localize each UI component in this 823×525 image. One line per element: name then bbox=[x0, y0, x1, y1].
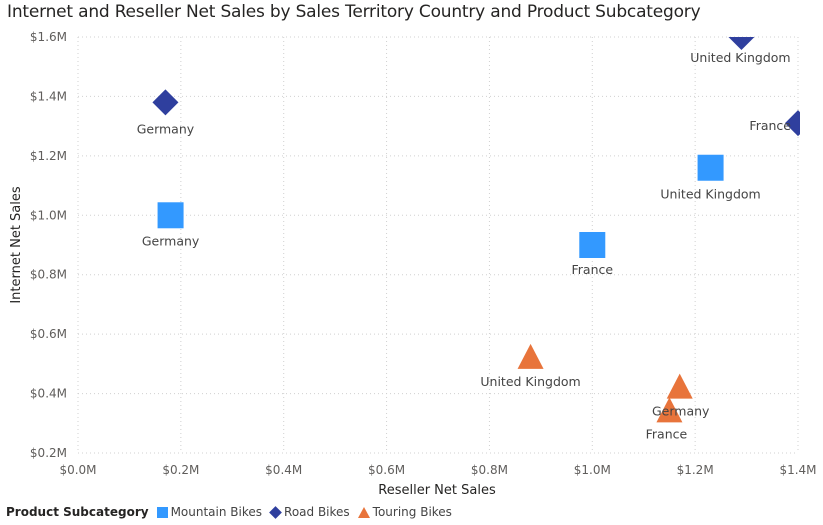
x-tick-label: $0.6M bbox=[368, 463, 405, 477]
mountain-bikes-point[interactable] bbox=[697, 154, 724, 181]
x-tick-label: $0.2M bbox=[162, 463, 199, 477]
point-label: France bbox=[749, 118, 791, 133]
y-tick-label: $0.6M bbox=[30, 327, 67, 341]
y-tick-label: $0.4M bbox=[30, 387, 67, 401]
legend-item-mountain-bikes[interactable]: Mountain Bikes bbox=[156, 505, 263, 519]
road-bikes-point[interactable] bbox=[728, 24, 755, 50]
road-bikes-point[interactable] bbox=[785, 110, 811, 137]
touring-bikes-point[interactable] bbox=[517, 343, 544, 369]
legend-label: Road Bikes bbox=[284, 505, 350, 519]
legend-item-road-bikes[interactable]: Road Bikes bbox=[269, 505, 350, 519]
square-marker-icon bbox=[156, 506, 168, 518]
x-axis-title: Reseller Net Sales bbox=[378, 483, 496, 498]
x-tick-label: $1.4M bbox=[779, 463, 816, 477]
road-bikes-point[interactable] bbox=[152, 89, 179, 116]
point-label: France bbox=[646, 426, 688, 441]
touring-bikes-point[interactable] bbox=[656, 397, 683, 423]
point-label: United Kingdom bbox=[690, 50, 790, 65]
x-tick-label: $0.0M bbox=[59, 463, 96, 477]
point-label: United Kingdom bbox=[480, 374, 580, 389]
y-tick-label: $1.4M bbox=[30, 89, 67, 103]
point-label: Germany bbox=[142, 233, 200, 248]
x-tick-label: $0.8M bbox=[471, 463, 508, 477]
chart-title: Internet and Reseller Net Sales by Sales… bbox=[7, 2, 701, 22]
y-tick-label: $1.0M bbox=[30, 208, 67, 222]
y-tick-label: $1.2M bbox=[30, 149, 67, 163]
point-label: United Kingdom bbox=[660, 187, 760, 202]
point-label: Germany bbox=[137, 121, 195, 136]
mountain-bikes-point[interactable] bbox=[579, 232, 606, 258]
triangle-marker-icon bbox=[357, 506, 370, 518]
y-tick-label: $0.2M bbox=[30, 446, 67, 460]
point-label: France bbox=[571, 262, 613, 277]
touring-bikes-point[interactable] bbox=[666, 373, 693, 399]
diamond-marker-icon bbox=[269, 505, 282, 519]
x-tick-label: $0.4M bbox=[265, 463, 302, 477]
x-tick-label: $1.2M bbox=[677, 463, 714, 477]
legend-title: Product Subcategory bbox=[6, 505, 149, 519]
legend-label: Touring Bikes bbox=[372, 505, 452, 519]
legend-item-touring-bikes[interactable]: Touring Bikes bbox=[357, 505, 452, 519]
y-axis-title: Internet Net Sales bbox=[9, 186, 24, 304]
mountain-bikes-point[interactable] bbox=[157, 202, 184, 229]
legend-label: Mountain Bikes bbox=[170, 505, 263, 519]
point-label: Germany bbox=[652, 404, 710, 419]
y-tick-label: $0.8M bbox=[30, 268, 67, 282]
legend: Product Subcategory Mountain Bikes Road … bbox=[6, 503, 460, 521]
y-tick-label: $1.6M bbox=[30, 30, 67, 44]
x-tick-label: $1.0M bbox=[574, 463, 611, 477]
